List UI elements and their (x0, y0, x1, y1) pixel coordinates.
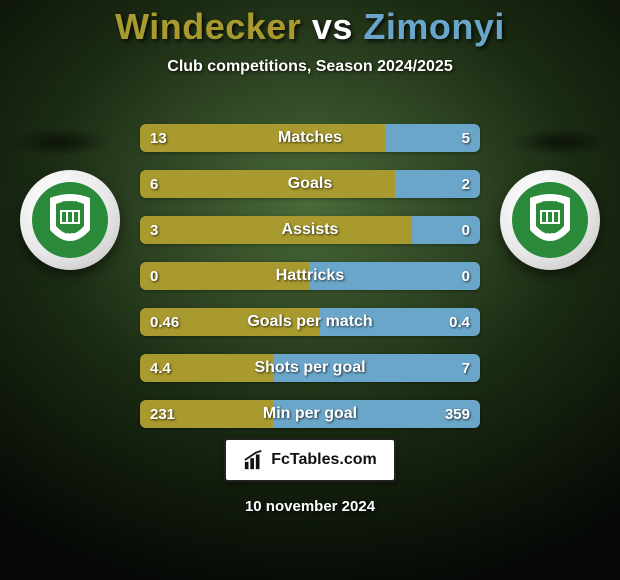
shadow-right (510, 128, 610, 156)
crest-right: 2006 1952 (500, 170, 600, 270)
stat-row: Goals per match0.460.4 (140, 308, 480, 336)
stat-row: Assists30 (140, 216, 480, 244)
chart-icon (243, 449, 265, 471)
crest-left: 2006 1952 (20, 170, 120, 270)
stat-row: Matches135 (140, 124, 480, 152)
subtitle: Club competitions, Season 2024/2025 (0, 58, 620, 76)
crest-right-svg: 2006 1952 (510, 180, 590, 260)
stat-bar-right (273, 400, 480, 428)
stat-bar-right (412, 216, 480, 244)
stat-bars: Matches135 Goals62 Assists30 Hattricks00 Goa… (140, 124, 480, 446)
stat-bar-right (273, 354, 480, 382)
crest-left-svg: 2006 1952 (30, 180, 110, 260)
stat-bar-right (385, 124, 480, 152)
crest-left-bottom-text: 1952 (62, 233, 78, 240)
crest-right-top-text: 2006 (542, 201, 558, 208)
player1-name: Windecker (115, 6, 301, 47)
crest-right-inner: 2006 1952 (510, 180, 590, 260)
shadow-left (10, 128, 110, 156)
stat-bar-left (140, 262, 310, 290)
stat-row: Min per goal231359 (140, 400, 480, 428)
stat-row: Shots per goal4.47 (140, 354, 480, 382)
stat-bar-right (320, 308, 480, 336)
crest-left-top-text: 2006 (62, 201, 78, 208)
crest-left-inner: 2006 1952 (30, 180, 110, 260)
site-logo[interactable]: FcTables.com (224, 438, 396, 482)
vs-text: vs (312, 6, 353, 47)
content-root: Windecker vs Zimonyi Club competitions, … (0, 0, 620, 580)
player2-name: Zimonyi (363, 6, 505, 47)
stat-bar-right (310, 262, 480, 290)
stat-bar-left (140, 170, 395, 198)
stat-bar-left (140, 216, 412, 244)
logo-text: FcTables.com (271, 451, 377, 469)
date-text: 10 november 2024 (0, 498, 620, 515)
stat-row: Goals62 (140, 170, 480, 198)
page-title: Windecker vs Zimonyi (0, 0, 620, 48)
crest-right-bottom-text: 1952 (542, 233, 558, 240)
stat-bar-left (140, 308, 320, 336)
stat-bar-left (140, 124, 385, 152)
stat-row: Hattricks00 (140, 262, 480, 290)
stat-bar-left (140, 400, 273, 428)
stat-bar-right (395, 170, 480, 198)
stat-bar-left (140, 354, 273, 382)
